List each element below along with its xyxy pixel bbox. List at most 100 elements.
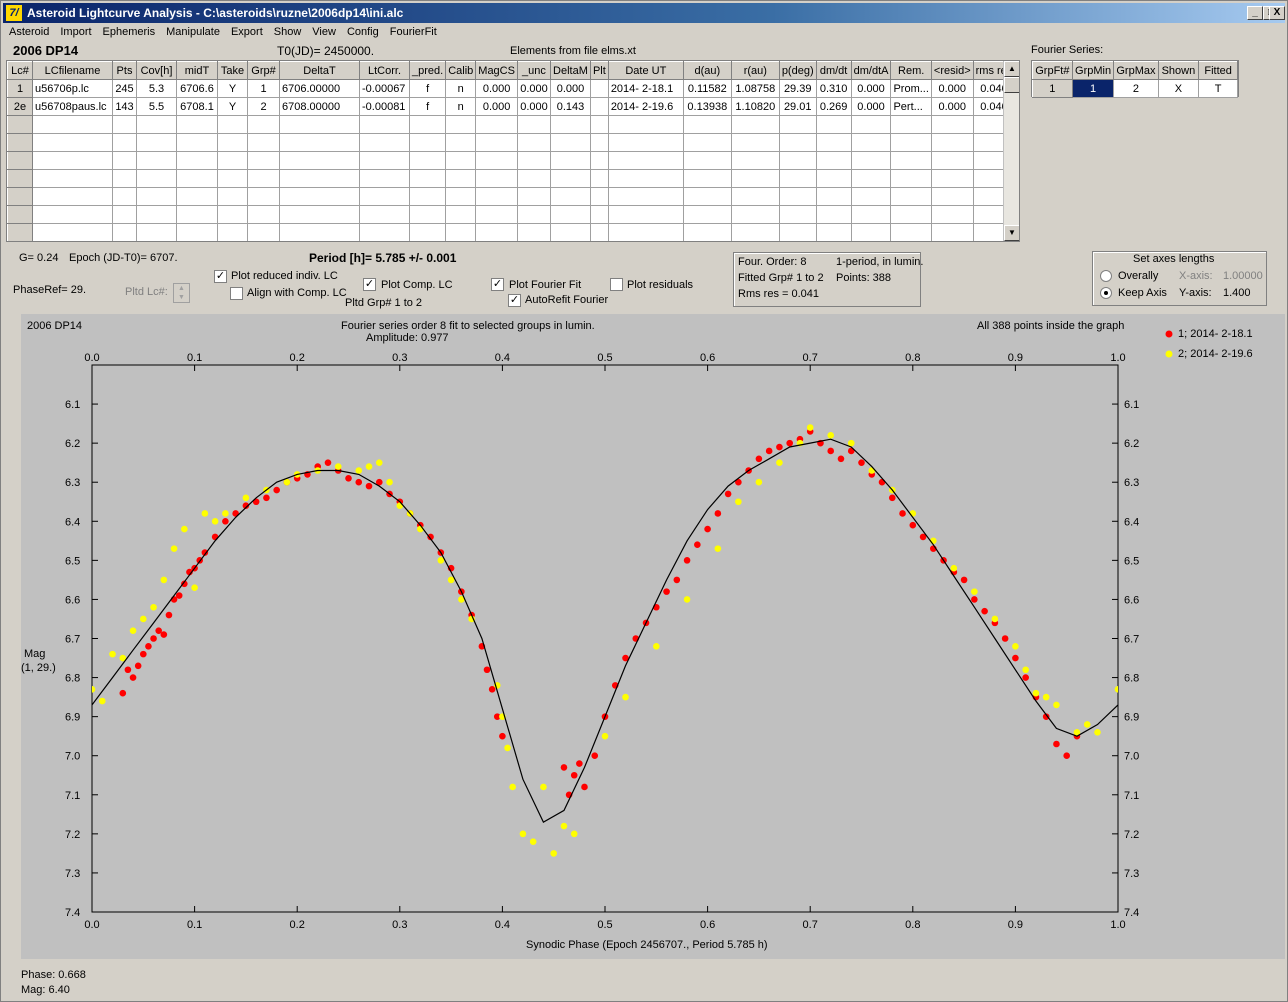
lc-cell[interactable]: 1: [247, 79, 280, 98]
lc-cell[interactable]: [136, 151, 177, 170]
lc-cell[interactable]: [815, 223, 852, 241]
lc-cell[interactable]: [247, 205, 280, 224]
lc-cell[interactable]: [32, 205, 113, 224]
lc-cell[interactable]: [247, 187, 280, 206]
lc-cell[interactable]: [136, 169, 177, 188]
plotted-lc-spinner[interactable]: ▲ ▼: [173, 283, 190, 303]
lc-cell[interactable]: [359, 223, 410, 241]
lc-cell[interactable]: [516, 223, 551, 241]
table-row[interactable]: 1 u56706p.lc 245 5.3 6706.6 Y 1 6706.00000 -0.00…: [7, 79, 1016, 98]
lc-cell[interactable]: [475, 133, 518, 152]
lc-cell[interactable]: -0.00067: [359, 79, 410, 98]
lc-cell[interactable]: [359, 187, 410, 206]
lc-cell[interactable]: [549, 115, 591, 134]
empty-row[interactable]: [7, 205, 1016, 224]
lc-cell[interactable]: [682, 115, 732, 134]
lc-cell[interactable]: [589, 205, 609, 224]
menu-view[interactable]: View: [312, 26, 336, 38]
lc-table[interactable]: Lc# LCfilename Pts Cov[h] midT Take Grp# DeltaT…: [6, 60, 1020, 242]
lc-cell[interactable]: [516, 169, 551, 188]
lc-cell[interactable]: [359, 169, 410, 188]
close-button[interactable]: X: [1269, 6, 1285, 20]
lc-cell[interactable]: 0.000: [850, 97, 892, 116]
menu-export[interactable]: Export: [230, 26, 263, 38]
lc-cell[interactable]: [136, 223, 177, 241]
lc-cell[interactable]: [607, 151, 684, 170]
lc-cell[interactable]: [607, 223, 684, 241]
lc-col-header[interactable]: Cov[h]: [136, 61, 177, 80]
lc-cell[interactable]: [408, 169, 447, 188]
plot-residuals-checkbox[interactable]: [610, 278, 623, 291]
lc-col-header[interactable]: DeltaM: [549, 61, 591, 80]
lc-cell[interactable]: 0.13938: [682, 97, 732, 116]
lc-cell[interactable]: [7, 133, 33, 152]
lc-col-header[interactable]: DeltaT: [279, 61, 360, 80]
lc-cell[interactable]: 6706.6: [176, 79, 218, 98]
lc-cell[interactable]: [730, 169, 780, 188]
lc-cell[interactable]: [279, 133, 360, 152]
empty-row[interactable]: [7, 133, 1016, 152]
lc-cell[interactable]: 0.000: [516, 97, 551, 116]
lc-cell[interactable]: [589, 79, 609, 98]
lc-cell[interactable]: 245: [112, 79, 137, 98]
lc-cell[interactable]: [112, 151, 137, 170]
lc-cell[interactable]: 6706.00000: [279, 79, 360, 98]
lc-cell[interactable]: [279, 169, 360, 188]
lc-cell[interactable]: [32, 187, 113, 206]
lc-cell[interactable]: [7, 223, 33, 241]
lc-cell[interactable]: [475, 223, 518, 241]
lc-cell[interactable]: [516, 151, 551, 170]
lc-cell[interactable]: [112, 205, 137, 224]
lc-cell[interactable]: [279, 223, 360, 241]
lc-cell[interactable]: 2014- 2-19.6: [607, 97, 684, 116]
lightcurve-chart[interactable]: 0.0 0.0 0.1 0.1 0.2 0.2 0.3 0.3 0.4 0.4 0.5 0.5 0.6 0…: [21, 314, 1285, 959]
lc-cell[interactable]: [778, 223, 817, 241]
lc-cell[interactable]: [359, 205, 410, 224]
lc-cell[interactable]: [445, 169, 477, 188]
lc-cell[interactable]: [217, 205, 248, 224]
lc-cell[interactable]: f: [408, 79, 447, 98]
plot-fourier-checkbox[interactable]: ✓: [491, 278, 504, 291]
lc-cell[interactable]: [890, 169, 932, 188]
lc-cell[interactable]: [176, 169, 218, 188]
lc-cell[interactable]: [136, 187, 177, 206]
lc-cell[interactable]: [445, 115, 477, 134]
lc-cell[interactable]: 0.000: [549, 79, 591, 98]
lc-cell[interactable]: f: [408, 97, 447, 116]
lc-cell[interactable]: [247, 115, 280, 134]
y-axis-value[interactable]: 1.400: [1223, 287, 1251, 299]
lc-cell[interactable]: [589, 97, 609, 116]
lc-cell[interactable]: [445, 187, 477, 206]
menu-fourierfit[interactable]: FourierFit: [389, 26, 437, 38]
fs-cell-grpmax[interactable]: 2: [1113, 79, 1159, 98]
lc-cell[interactable]: [217, 115, 248, 134]
lc-cell[interactable]: [112, 223, 137, 241]
plot-reduced-checkbox[interactable]: ✓: [214, 270, 227, 283]
lc-cell[interactable]: [112, 169, 137, 188]
lc-cell[interactable]: [682, 133, 732, 152]
lc-cell[interactable]: [930, 223, 974, 241]
lc-cell[interactable]: [589, 169, 609, 188]
lc-cell[interactable]: u56706p.lc: [32, 79, 113, 98]
lc-cell[interactable]: 0.000: [930, 79, 974, 98]
lc-cell[interactable]: 0.11582: [682, 79, 732, 98]
lc-cell[interactable]: 143: [112, 97, 137, 116]
lc-cell[interactable]: [32, 115, 113, 134]
lc-cell[interactable]: [516, 187, 551, 206]
lc-cell[interactable]: [136, 115, 177, 134]
lc-cell[interactable]: [778, 115, 817, 134]
lc-cell[interactable]: 0.000: [930, 97, 974, 116]
lc-cell[interactable]: [516, 205, 551, 224]
lc-cell[interactable]: [32, 169, 113, 188]
lc-cell[interactable]: [682, 205, 732, 224]
lc-cell[interactable]: [549, 133, 591, 152]
lc-col-header[interactable]: _pred.: [408, 61, 447, 80]
lc-cell[interactable]: [549, 187, 591, 206]
lc-cell[interactable]: [730, 133, 780, 152]
lc-cell[interactable]: [930, 133, 974, 152]
lc-cell[interactable]: [607, 169, 684, 188]
lc-col-header[interactable]: Lc#: [7, 61, 33, 80]
app-icon[interactable]: 7/: [6, 5, 22, 21]
empty-row[interactable]: [7, 187, 1016, 206]
lc-cell[interactable]: [815, 187, 852, 206]
